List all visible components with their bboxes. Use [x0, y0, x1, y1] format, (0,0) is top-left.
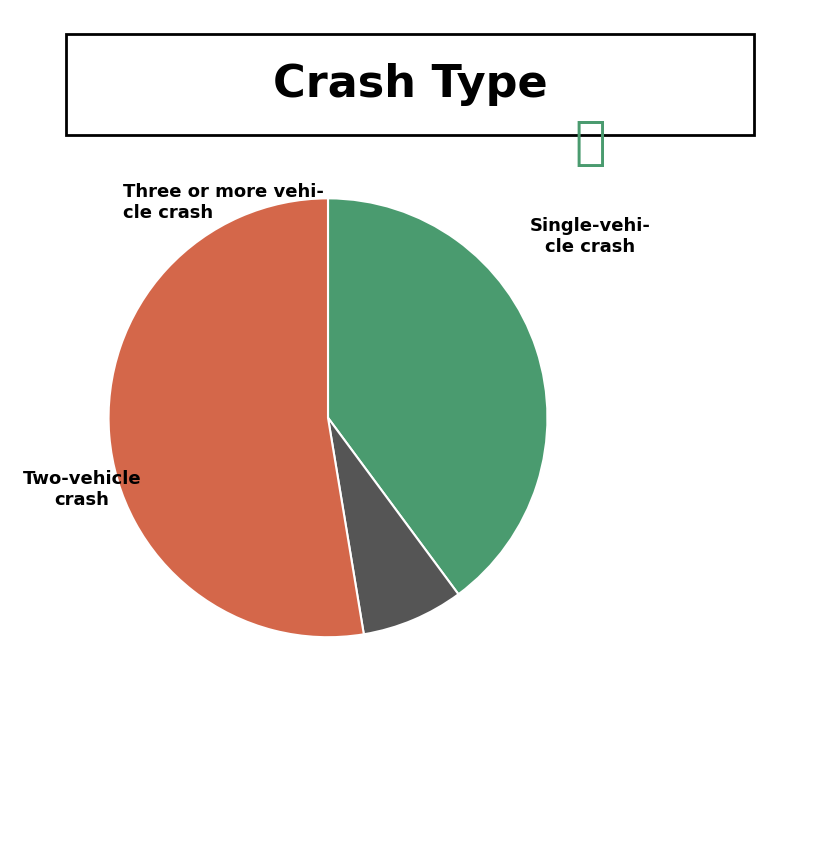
Wedge shape — [108, 198, 364, 637]
Text: Single-vehi-
cle crash: Single-vehi- cle crash — [529, 217, 650, 256]
Text: Two-vehicle
crash: Two-vehicle crash — [23, 470, 141, 509]
Wedge shape — [328, 418, 458, 635]
Text: 🏍: 🏍 — [574, 117, 605, 170]
FancyBboxPatch shape — [66, 34, 753, 135]
Text: Crash Type: Crash Type — [273, 63, 546, 106]
Text: Three or more vehi-
cle crash: Three or more vehi- cle crash — [123, 183, 324, 222]
Wedge shape — [328, 198, 547, 594]
